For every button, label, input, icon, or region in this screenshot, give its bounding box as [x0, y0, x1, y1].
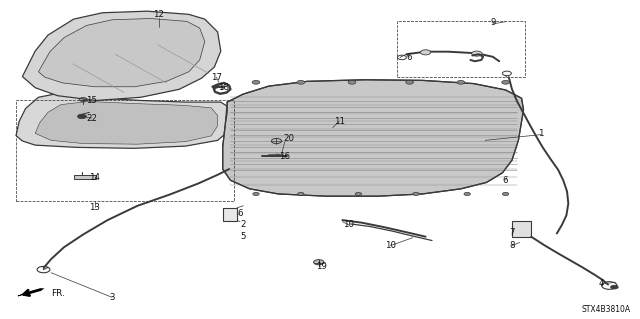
Circle shape: [271, 138, 282, 144]
Text: 11: 11: [333, 117, 345, 126]
Text: 9: 9: [490, 18, 495, 27]
Text: 14: 14: [89, 173, 100, 182]
Text: FR.: FR.: [51, 289, 65, 298]
Polygon shape: [38, 19, 205, 87]
Polygon shape: [35, 101, 218, 144]
Circle shape: [457, 80, 465, 84]
Text: 20: 20: [284, 134, 295, 143]
Text: 7: 7: [509, 228, 515, 237]
Circle shape: [253, 192, 259, 196]
Circle shape: [420, 50, 431, 55]
Text: 3: 3: [109, 293, 115, 302]
Bar: [74, 175, 96, 179]
Circle shape: [502, 192, 509, 196]
Circle shape: [77, 114, 86, 119]
Polygon shape: [18, 289, 44, 296]
Circle shape: [502, 80, 509, 84]
Bar: [16, 100, 234, 201]
Bar: [223, 208, 237, 221]
Text: 6: 6: [503, 176, 508, 185]
Text: 10: 10: [385, 241, 396, 250]
Text: 12: 12: [153, 10, 164, 19]
Text: 15: 15: [86, 96, 97, 105]
Circle shape: [314, 260, 324, 265]
Text: 6: 6: [407, 53, 412, 62]
Circle shape: [406, 80, 413, 84]
Text: 13: 13: [89, 203, 100, 212]
Circle shape: [355, 192, 362, 196]
Text: 19: 19: [317, 262, 327, 271]
Text: 18: 18: [218, 83, 230, 92]
Polygon shape: [223, 80, 524, 196]
Text: 8: 8: [509, 241, 515, 250]
Text: 1: 1: [538, 130, 543, 138]
Text: 5: 5: [241, 232, 246, 241]
Text: 6: 6: [237, 209, 243, 218]
Circle shape: [472, 51, 482, 56]
Polygon shape: [16, 94, 234, 148]
Text: 2: 2: [241, 220, 246, 229]
Text: 17: 17: [211, 73, 222, 82]
Bar: [512, 221, 531, 237]
Circle shape: [297, 80, 305, 84]
Text: STX4B3810A: STX4B3810A: [581, 305, 630, 314]
Circle shape: [348, 80, 356, 84]
Circle shape: [298, 192, 304, 196]
Text: 22: 22: [86, 114, 97, 122]
Bar: [397, 21, 525, 77]
Circle shape: [413, 192, 419, 196]
Circle shape: [611, 285, 618, 289]
Circle shape: [252, 80, 260, 84]
Circle shape: [464, 192, 470, 196]
Text: 10: 10: [343, 220, 355, 229]
Text: 4: 4: [599, 279, 604, 288]
Polygon shape: [22, 11, 221, 100]
Text: 16: 16: [279, 152, 291, 161]
